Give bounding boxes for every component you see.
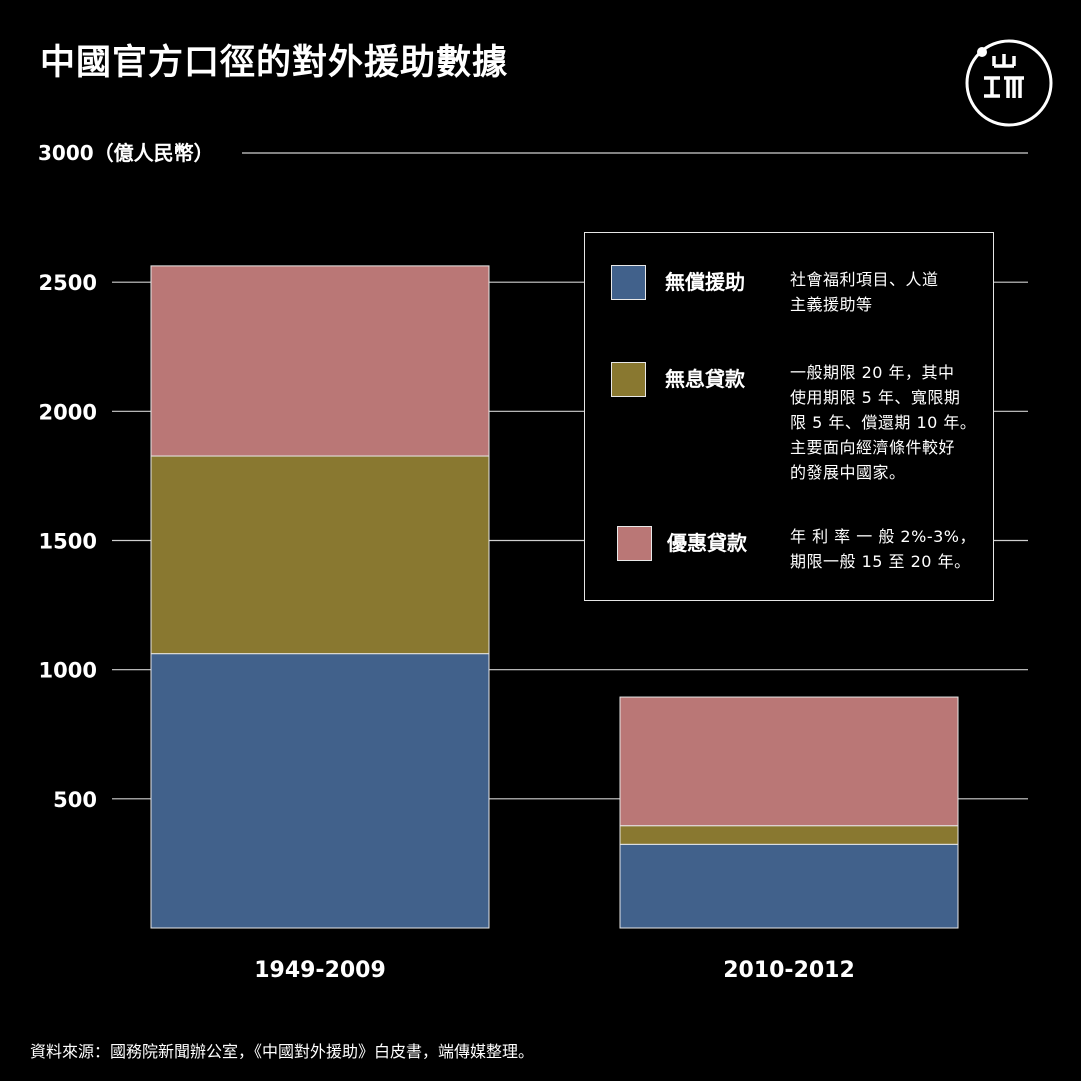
legend-description-line: 主義援助等 (790, 295, 873, 314)
x-tick-label: 1949-2009 (254, 958, 386, 983)
legend-swatch (617, 526, 652, 561)
y-tick-label: 2500 (39, 271, 97, 295)
chart-title: 中國官方口徑的對外援助數據 (40, 43, 509, 83)
legend-description-line: 限 5 年、償還期 10 年。 (790, 413, 977, 432)
y-tick-label: 500 (53, 788, 97, 812)
legend-description-line: 年 利 率 一 般 2%-3%， (790, 527, 976, 546)
bar-segment (619, 843, 959, 929)
legend-description: 社會福利項目、人道 主義援助等 (790, 267, 939, 317)
y-tick-label: 2000 (39, 400, 97, 424)
bar-segment (619, 825, 959, 845)
legend-swatch (611, 265, 646, 300)
legend-description: 年 利 率 一 般 2%-3%， 期限一般 15 至 20 年。 (790, 524, 976, 574)
y-tick-label: 1000 (39, 659, 97, 683)
initium-logo-icon (965, 39, 1053, 127)
bar-segment (619, 696, 959, 827)
legend-description: 一般期限 20 年，其中 使用期限 5 年、寬限期限 5 年、償還期 10 年。主… (790, 360, 976, 485)
x-tick-label: 2010-2012 (723, 958, 855, 983)
legend-label: 無償援助 (665, 270, 745, 294)
bar-segment (150, 455, 490, 655)
legend-description-line: 一般期限 20 年，其中 (790, 363, 955, 382)
legend-label: 優惠貸款 (667, 531, 747, 555)
bar-segment (150, 265, 490, 457)
legend-description-line: 的發展中國家。 (790, 463, 906, 482)
y-axis-label: 3000（億人民幣） (38, 141, 214, 165)
legend-swatch (611, 362, 646, 397)
legend-description-line: 主要面向經濟條件較好 (790, 438, 956, 457)
legend-description-line: 期限一般 15 至 20 年。 (790, 552, 971, 571)
source-note: 資料來源：國務院新聞辦公室，《中國對外援助》白皮書，端傳媒整理。 (30, 1042, 535, 1061)
legend: 無償援助 社會福利項目、人道 主義援助等無息貸款 一般期限 20 年，其中 使用期限 5… (584, 232, 994, 601)
y-tick-label: 1500 (39, 530, 97, 554)
legend-description-line: 社會福利項目、人道 (790, 270, 939, 289)
legend-description-line: 使用期限 5 年、寬限期 (790, 388, 961, 407)
legend-label: 無息貸款 (665, 367, 745, 391)
bar-segment (150, 653, 490, 929)
